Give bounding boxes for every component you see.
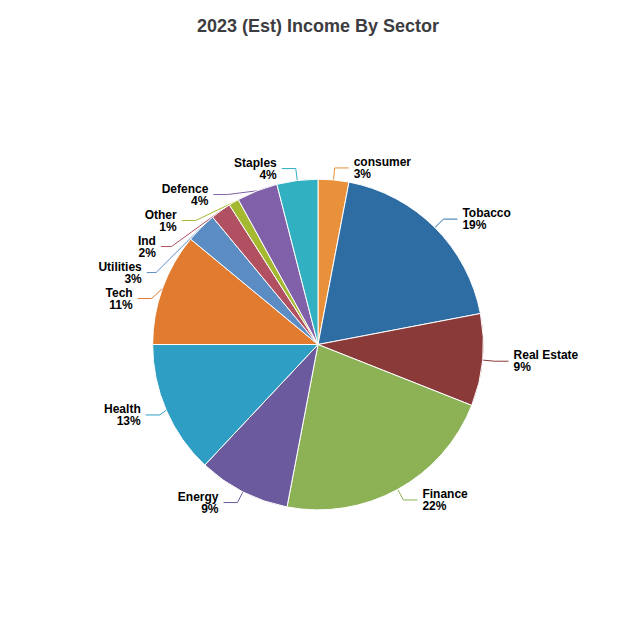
svg-text:3%: 3% xyxy=(124,272,142,286)
svg-text:Staples: Staples xyxy=(234,155,277,170)
svg-text:22%: 22% xyxy=(422,499,446,513)
svg-text:Real Estate: Real Estate xyxy=(513,348,579,363)
svg-text:9%: 9% xyxy=(514,360,532,374)
svg-text:consumer: consumer xyxy=(353,154,412,169)
svg-text:1%: 1% xyxy=(159,220,177,234)
svg-text:Defence: Defence xyxy=(161,181,209,196)
svg-text:9%: 9% xyxy=(201,502,219,516)
svg-text:Utilities: Utilities xyxy=(98,259,142,274)
svg-text:4%: 4% xyxy=(191,194,209,208)
svg-text:Energy: Energy xyxy=(177,489,219,504)
svg-text:Tech: Tech xyxy=(105,285,133,300)
svg-text:2%: 2% xyxy=(139,246,157,260)
svg-text:3%: 3% xyxy=(354,167,372,181)
svg-text:Other: Other xyxy=(144,207,177,222)
svg-text:2023 (Est) Income By Sector: 2023 (Est) Income By Sector xyxy=(197,16,439,36)
svg-text:11%: 11% xyxy=(109,298,133,312)
svg-text:4%: 4% xyxy=(259,168,277,182)
svg-text:Tobacco: Tobacco xyxy=(462,206,511,221)
svg-text:19%: 19% xyxy=(462,218,486,232)
svg-text:Ind: Ind xyxy=(137,233,156,248)
svg-text:13%: 13% xyxy=(117,414,141,428)
svg-text:Health: Health xyxy=(104,402,141,416)
svg-text:Finance: Finance xyxy=(422,486,468,501)
